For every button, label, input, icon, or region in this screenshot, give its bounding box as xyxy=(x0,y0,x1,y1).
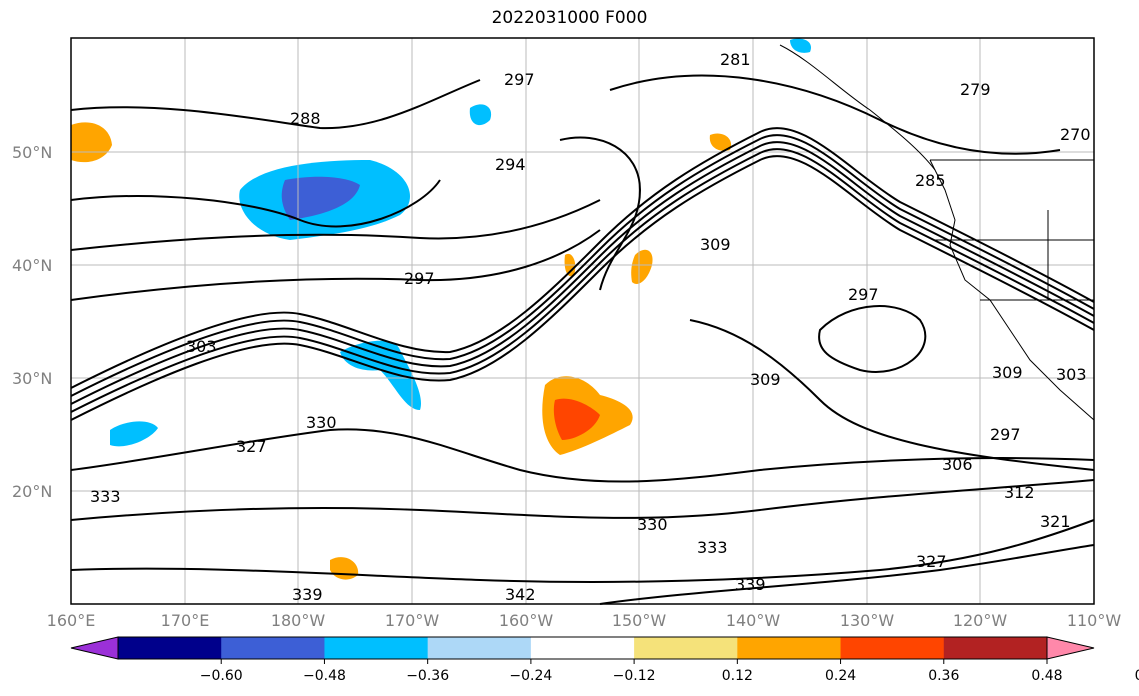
lat-label: 50°N xyxy=(12,143,52,162)
orange-anomaly-blob xyxy=(631,249,653,285)
lat-label: 20°N xyxy=(12,482,52,501)
contour-label: 279 xyxy=(960,80,991,99)
colorbar-tick-label: −0.60 xyxy=(200,668,243,684)
contour-label: 297 xyxy=(504,70,535,89)
contour-label: 303 xyxy=(186,337,217,356)
contour-label: 333 xyxy=(697,538,728,557)
lon-label: 120°W xyxy=(953,611,1008,630)
orange-anomaly-blob xyxy=(709,133,732,151)
colorbar-cell xyxy=(737,637,842,659)
colorbar-tick-label: 0.24 xyxy=(825,668,856,684)
colorbar-tick-label: −0.12 xyxy=(613,668,656,684)
contour-label: 297 xyxy=(990,425,1021,444)
blue-anomaly-blob xyxy=(790,38,811,53)
contour-label: 303 xyxy=(1056,365,1087,384)
contour-label: 333 xyxy=(90,487,121,506)
contour-lines xyxy=(70,74,1095,605)
contour-label: 270 xyxy=(1060,125,1091,144)
colorbar-tick-label: 0.12 xyxy=(722,668,753,684)
deep-blue-core xyxy=(281,176,360,220)
lon-label: 180°W xyxy=(271,611,326,630)
contour-label: 330 xyxy=(637,515,668,534)
lon-label: 170°E xyxy=(161,611,210,630)
coastline xyxy=(779,44,1095,421)
contour-label: 285 xyxy=(915,171,946,190)
blue-anomaly-blob xyxy=(340,340,421,410)
contour-label: 288 xyxy=(290,109,321,128)
contour-label: 312 xyxy=(1004,483,1035,502)
colorbar: −0.60 −0.48 −0.36 −0.24 −0.12 0.12 0.24 0.36 0.4… xyxy=(70,636,1139,684)
colorbar-tick-label: −0.48 xyxy=(303,668,346,684)
map-area xyxy=(71,38,1094,604)
colorbar-tick-label: 0.48 xyxy=(1031,668,1062,684)
lon-labels: 160°E 170°E 180°W 170°W 160°W 150°W 140°… xyxy=(47,611,1122,630)
colorbar-tick-label: −0.36 xyxy=(406,668,449,684)
contour-label: 306 xyxy=(942,455,973,474)
lon-label: 110°W xyxy=(1067,611,1122,630)
contour-label: 327 xyxy=(236,437,267,456)
contour-label: 342 xyxy=(505,585,536,604)
contour-label: 330 xyxy=(306,413,337,432)
lat-labels: 50°N 40°N 30°N 20°N xyxy=(12,143,52,501)
lon-label: 160°E xyxy=(47,611,96,630)
map-title: 2022031000 F000 xyxy=(491,8,648,28)
contour-label: 339 xyxy=(735,575,766,594)
lon-label: 140°W xyxy=(726,611,781,630)
colorbar-cell xyxy=(840,637,945,659)
colorbar-cell xyxy=(634,637,738,659)
contour-label: 294 xyxy=(495,155,526,174)
colorbar-cell xyxy=(427,637,532,659)
lon-label: 160°W xyxy=(499,611,554,630)
colorbar-cell xyxy=(221,637,325,659)
contour-label-group: 288 294 297 303 309 297 309 330 327 333 … xyxy=(90,50,1091,604)
colorbar-tick-label: 0.36 xyxy=(928,668,959,684)
blue-anomaly-blob xyxy=(469,104,492,126)
colorbar-tick-label: −0.24 xyxy=(509,668,552,684)
contour-label: 281 xyxy=(720,50,751,69)
lat-label: 40°N xyxy=(12,256,52,275)
colorbar-cell xyxy=(530,637,635,659)
lon-label: 170°W xyxy=(385,611,440,630)
contour-label: 327 xyxy=(916,552,947,571)
lon-label: 150°W xyxy=(612,611,667,630)
colorbar-outline xyxy=(117,636,1048,660)
contour-label: 309 xyxy=(992,363,1023,382)
shading-layer xyxy=(71,38,811,580)
red-anomaly-core xyxy=(553,398,600,440)
colorbar-tick-label: 0.60 xyxy=(1135,668,1139,684)
colorbar-right-extension xyxy=(1046,636,1095,660)
contour-label: 321 xyxy=(1040,512,1071,531)
colorbar-left-extension xyxy=(70,636,119,660)
contour-label: 297 xyxy=(848,285,879,304)
contour-label: 309 xyxy=(750,370,781,389)
lon-label: 130°W xyxy=(840,611,895,630)
contour-label: 297 xyxy=(404,269,435,288)
colorbar-cell xyxy=(324,637,429,659)
colorbar-cell xyxy=(943,637,1048,659)
lat-label: 30°N xyxy=(12,369,52,388)
contour-label: 309 xyxy=(700,235,731,254)
blue-anomaly-blob xyxy=(110,421,158,447)
contour-label: 339 xyxy=(292,585,323,604)
map-frame xyxy=(70,37,1095,605)
colorbar-cell xyxy=(118,637,222,659)
